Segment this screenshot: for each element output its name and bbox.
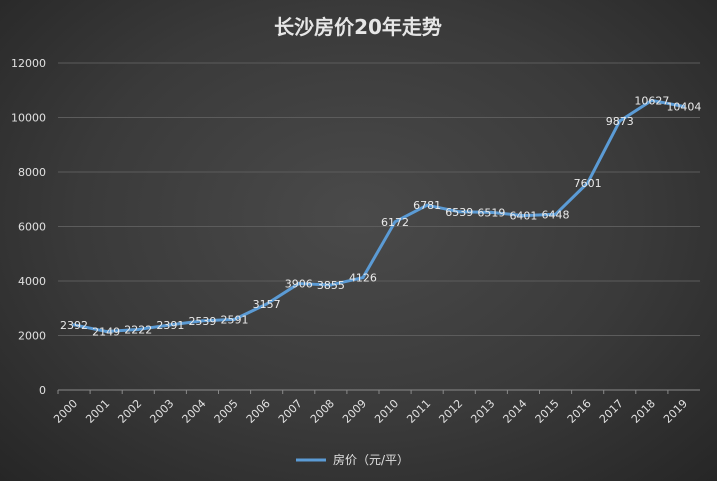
data-point <box>72 323 76 327</box>
data-label: 6539 <box>445 206 473 219</box>
data-point <box>521 214 525 218</box>
x-tick-label: 2015 <box>533 397 562 426</box>
x-tick-label: 2009 <box>340 397 369 426</box>
data-point <box>104 329 108 333</box>
x-tick-label: 2000 <box>51 397 80 426</box>
data-point <box>457 210 461 214</box>
x-tick-label: 2013 <box>468 397 497 426</box>
data-label: 2149 <box>92 325 120 338</box>
y-tick-label: 8000 <box>18 166 46 179</box>
x-tick-label: 2007 <box>276 397 305 426</box>
data-label: 6448 <box>542 208 570 221</box>
x-tick-label: 2010 <box>372 397 401 426</box>
x-tick-label: 2004 <box>180 397 209 426</box>
data-point <box>168 323 172 327</box>
x-tick-label: 2012 <box>436 397 465 426</box>
data-label: 6519 <box>477 206 505 219</box>
data-point <box>554 212 558 216</box>
data-label: 6781 <box>413 199 441 212</box>
x-tick-label: 2016 <box>565 397 594 426</box>
data-label: 7601 <box>574 177 602 190</box>
x-tick-label: 2017 <box>597 397 626 426</box>
y-tick-label: 4000 <box>18 275 46 288</box>
x-tick-label: 2019 <box>661 397 690 426</box>
data-label: 3855 <box>317 279 345 292</box>
data-point <box>682 104 686 108</box>
data-point <box>393 220 397 224</box>
y-tick-label: 0 <box>39 384 46 397</box>
y-tick-label: 2000 <box>18 330 46 343</box>
y-tick-label: 10000 <box>11 112 46 125</box>
data-point <box>586 181 590 185</box>
data-point <box>297 282 301 286</box>
data-point <box>233 317 237 321</box>
x-tick-label: 2001 <box>83 397 112 426</box>
data-label: 2391 <box>156 319 184 332</box>
data-point <box>489 210 493 214</box>
data-point <box>361 276 365 280</box>
data-point <box>618 119 622 123</box>
data-point <box>650 98 654 102</box>
data-label: 6172 <box>381 216 409 229</box>
series-line <box>72 98 686 333</box>
data-label: 6401 <box>509 210 537 223</box>
data-point <box>329 283 333 287</box>
data-label: 2392 <box>60 319 88 332</box>
x-tick-label: 2005 <box>212 397 241 426</box>
data-point <box>136 327 140 331</box>
data-point <box>425 203 429 207</box>
chart-title: 长沙房价20年走势 <box>274 15 442 39</box>
data-label: 9873 <box>606 115 634 128</box>
x-tick-label: 2011 <box>404 397 433 426</box>
legend: 房价（元/平） <box>296 452 409 467</box>
x-tick-label: 2014 <box>501 397 530 426</box>
y-tick-label: 12000 <box>11 57 46 70</box>
x-tick-label: 2018 <box>629 397 658 426</box>
x-tick-label: 2006 <box>244 397 273 426</box>
data-label: 3906 <box>285 278 313 291</box>
x-tick-label: 2002 <box>115 397 144 426</box>
x-tick-label: 2003 <box>147 397 176 426</box>
data-point <box>200 319 204 323</box>
data-label: 2222 <box>124 323 152 336</box>
data-label: 10404 <box>666 100 701 113</box>
data-label: 3157 <box>253 298 281 311</box>
y-tick-label: 6000 <box>18 221 46 234</box>
legend-label: 房价（元/平） <box>333 452 409 467</box>
x-tick-label: 2008 <box>308 397 337 426</box>
data-label: 2539 <box>188 315 216 328</box>
data-label: 2591 <box>221 313 249 326</box>
data-point <box>265 302 269 306</box>
data-label: 4126 <box>349 272 377 285</box>
data-label: 10627 <box>634 94 669 107</box>
